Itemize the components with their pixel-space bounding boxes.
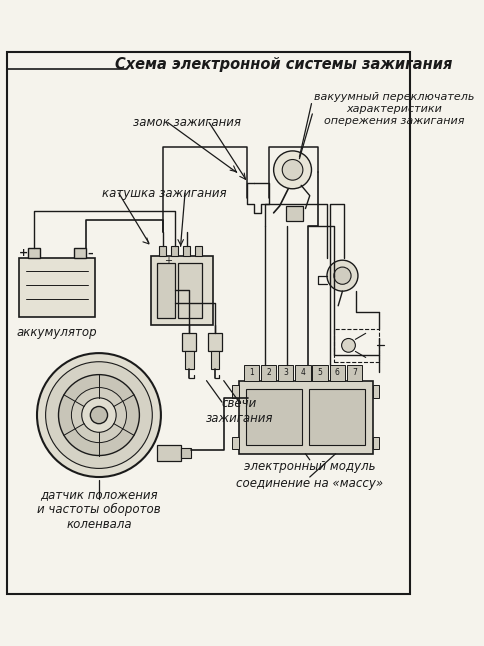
Text: 3: 3 (283, 368, 288, 377)
Text: свечи
зажигания: свечи зажигания (206, 397, 273, 425)
Text: замок зажигания: замок зажигания (134, 116, 242, 129)
Bar (178, 263, 202, 318)
Bar (151, 256, 212, 325)
Bar (278, 365, 293, 380)
Bar (232, 385, 239, 398)
Bar (74, 248, 86, 258)
Circle shape (82, 398, 116, 432)
Text: 5: 5 (318, 368, 322, 377)
Bar (243, 365, 259, 380)
Bar (309, 390, 365, 445)
Bar (286, 206, 303, 222)
Text: катушка зажигания: катушка зажигания (102, 187, 226, 200)
Text: +: + (18, 248, 28, 258)
Circle shape (45, 362, 152, 468)
Text: +: + (164, 256, 172, 266)
Text: соединение на «массу»: соединение на «массу» (236, 477, 383, 490)
Circle shape (273, 151, 312, 189)
Circle shape (37, 353, 161, 477)
Bar (208, 333, 222, 351)
Text: –: – (88, 248, 93, 258)
Text: Схема электронной системы зажигания: Схема электронной системы зажигания (115, 56, 453, 72)
Circle shape (342, 339, 355, 352)
Bar (373, 437, 379, 450)
Text: 2: 2 (266, 368, 271, 377)
Circle shape (91, 406, 107, 424)
Bar (312, 365, 328, 380)
Bar (157, 445, 181, 461)
Text: вакуумный переключатель
характеристики
опережения зажигания: вакуумный переключатель характеристики о… (314, 92, 474, 125)
Bar (159, 245, 166, 256)
Bar (183, 245, 190, 256)
Bar (19, 258, 95, 317)
Bar (295, 365, 311, 380)
Text: аккумулятор: аккумулятор (16, 326, 97, 339)
Circle shape (72, 388, 126, 443)
Bar (330, 365, 345, 380)
Bar (181, 448, 191, 458)
Text: 6: 6 (335, 368, 340, 377)
Bar (334, 329, 378, 362)
Text: электронный модуль: электронный модуль (244, 460, 376, 474)
Bar (347, 365, 362, 380)
Bar (261, 365, 276, 380)
Bar (196, 245, 202, 256)
Text: 1: 1 (249, 368, 254, 377)
Bar (171, 245, 178, 256)
Text: 4: 4 (301, 368, 305, 377)
Bar (28, 248, 40, 258)
Bar (182, 333, 196, 351)
Bar (373, 385, 379, 398)
Bar (185, 351, 194, 370)
Circle shape (282, 160, 303, 180)
Bar (246, 390, 302, 445)
Bar (211, 351, 219, 370)
Text: датчик положения
и частоты оборотов
коленвала: датчик положения и частоты оборотов коле… (37, 488, 161, 531)
Bar (239, 380, 373, 453)
Circle shape (327, 260, 358, 291)
Bar (232, 437, 239, 450)
Circle shape (59, 375, 139, 455)
Bar (157, 263, 175, 318)
Circle shape (334, 267, 351, 284)
Text: 7: 7 (352, 368, 357, 377)
